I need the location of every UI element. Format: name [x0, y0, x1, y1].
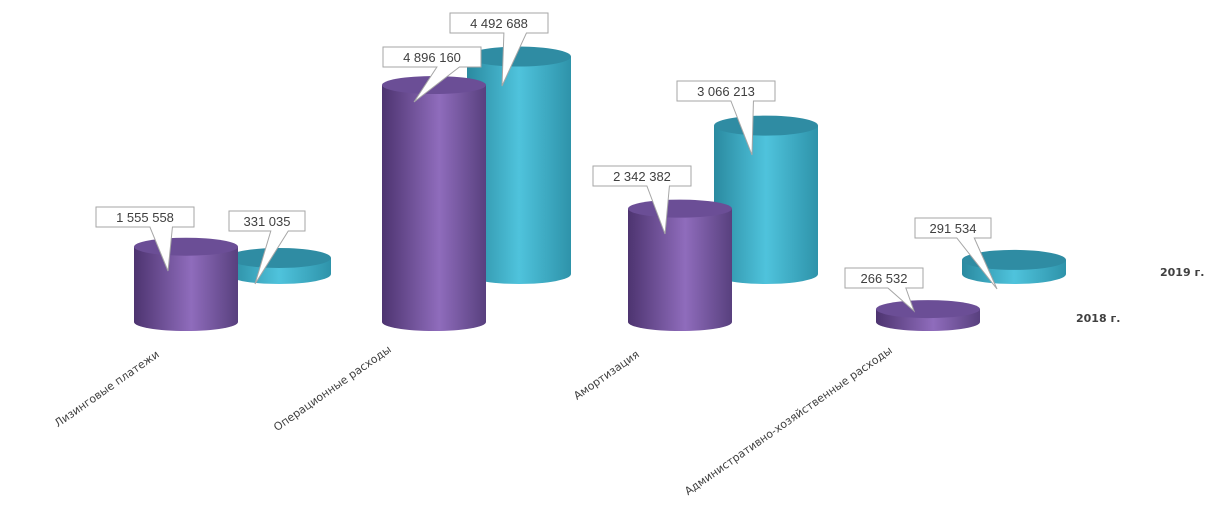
cylinder-top — [628, 199, 732, 218]
data-label-2019-г-2: 4 492 688 — [449, 12, 549, 87]
cylinder-body — [714, 125, 818, 284]
category-label-1: Лизинговые платежи — [52, 348, 162, 430]
series-label-2018-г: 2018 г. — [1076, 312, 1120, 325]
bar-2018-г-1 — [134, 237, 238, 331]
series-label-2019-г: 2019 г. — [1160, 266, 1204, 279]
bar-2018-г-2 — [382, 76, 486, 332]
bar-2018-г-4 — [876, 300, 980, 331]
data-label-2018-г-4: 266 532 — [844, 267, 924, 313]
data-label-text: 331 035 — [244, 214, 291, 229]
data-label-2019-г-4: 291 534 — [914, 217, 998, 290]
data-label-text: 4 492 688 — [470, 16, 528, 31]
data-label-2019-г-1: 331 035 — [228, 210, 306, 285]
data-label-2018-г-3: 2 342 382 — [592, 165, 692, 235]
callout-shape — [844, 267, 924, 313]
callouts-group: 1 555 558 4 896 160 2 342 382 266 532 331 03… — [95, 12, 998, 313]
data-label-2019-г-3: 3 066 213 — [676, 80, 776, 156]
data-label-text: 3 066 213 — [697, 84, 755, 99]
data-label-text: 266 532 — [861, 271, 908, 286]
bar-2018-г-3 — [628, 199, 732, 331]
series-2018-group — [134, 76, 980, 332]
cylinder-top — [227, 247, 331, 268]
cylinder-top — [467, 46, 571, 67]
bar-2019-г-1 — [227, 247, 331, 284]
category-label-4: Административно-хозяйственные расходы — [682, 344, 894, 498]
callout-shape — [228, 210, 306, 285]
category-label-3: Амортизация — [571, 348, 641, 403]
data-label-2018-г-1: 1 555 558 — [95, 206, 195, 272]
cylinder-body — [134, 246, 238, 331]
cylinder-body — [467, 56, 571, 285]
data-label-text: 4 896 160 — [403, 50, 461, 65]
callout-shape — [676, 80, 776, 156]
data-label-2018-г-2: 4 896 160 — [382, 46, 482, 103]
bar-2019-г-2 — [467, 46, 571, 285]
callout-shape — [449, 12, 549, 87]
data-label-text: 1 555 558 — [116, 210, 174, 225]
cylinder-body — [628, 208, 732, 331]
cylinder-body — [382, 85, 486, 332]
callout-shape — [95, 206, 195, 272]
callout-shape — [592, 165, 692, 235]
cylinder-top — [714, 115, 818, 136]
callout-shape — [914, 217, 998, 290]
data-label-text: 2 342 382 — [613, 169, 671, 184]
data-label-text: 291 534 — [930, 221, 977, 236]
cylinder-top — [876, 300, 980, 319]
cylinder-top — [134, 237, 238, 256]
cylinder-top — [962, 249, 1066, 270]
callout-shape — [382, 46, 482, 103]
category-label-2: Операционные расходы — [271, 343, 393, 434]
